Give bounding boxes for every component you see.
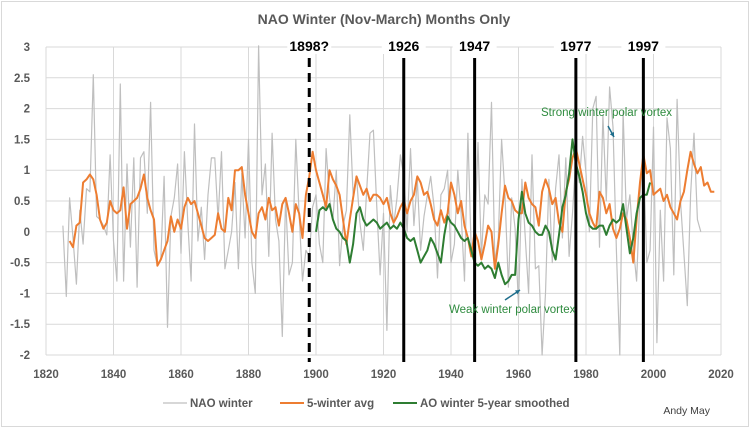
x-tick-label: 1840: [101, 369, 127, 381]
marker-label-bg: [621, 36, 666, 54]
x-tick-label: 1860: [168, 369, 194, 381]
x-tick-label: 1940: [438, 369, 464, 381]
vertical-markers: 1898? 1926 1947 1977 1997: [287, 36, 666, 362]
y-tick-label: 1: [24, 165, 31, 177]
x-axis: 1820 1840 1860 1880 1900 1920 1940 1960 1980 2000…: [33, 369, 734, 381]
annotation-strong-vortex: Strong winter polar vortex: [541, 107, 672, 119]
marker-label: 1898?: [289, 38, 329, 54]
marker-label-bg: [381, 36, 426, 54]
series-layer: [62, 45, 715, 356]
y-tick-label: 2: [24, 104, 30, 116]
x-tick-label: 1960: [506, 369, 532, 381]
marker-label-bg: [452, 36, 497, 54]
x-tick-label: 1880: [236, 369, 262, 381]
legend-label: AO winter 5-year smoothed: [420, 398, 570, 410]
y-tick-label: -0.5: [10, 258, 30, 270]
chart-title: NAO Winter (Nov-March) Months Only: [258, 11, 511, 27]
y-tick-label: 0: [24, 227, 30, 239]
marker-label: 1947: [459, 38, 490, 54]
x-tick-label: 1820: [33, 369, 59, 381]
y-tick-label: -1: [20, 288, 31, 300]
y-tick-label: 1.5: [14, 134, 31, 146]
series-line-nao-winter: [62, 45, 702, 356]
x-tick-label: 1980: [573, 369, 599, 381]
y-tick-label: -1.5: [10, 319, 30, 331]
x-tick-label: 1920: [371, 369, 397, 381]
x-tick-label: 2020: [708, 369, 734, 381]
marker-label-bg: [287, 36, 332, 54]
series-line-ao-winter-5-year-smoothed: [315, 138, 652, 286]
legend-label: 5-winter avg: [307, 398, 374, 410]
annotation-arrowhead-icon: [515, 290, 520, 295]
y-tick-label: 3: [24, 42, 30, 54]
y-tick-label: 2.5: [14, 73, 31, 85]
marker-label: 1926: [388, 38, 419, 54]
annotation-weak-vortex: Weak winter polar vortex: [449, 304, 576, 316]
legend: NAO winter 5-winter avg AO winter 5-year s…: [163, 398, 570, 410]
marker-label: 1997: [628, 38, 659, 54]
x-tick-label: 2000: [641, 369, 667, 381]
y-tick-label: 0.5: [14, 196, 31, 208]
marker-label: 1977: [560, 38, 591, 54]
annotation-arrowhead-icon: [609, 132, 614, 137]
author-credit: Andy May: [663, 405, 710, 417]
grid: [45, 46, 722, 356]
x-tick-label: 1900: [303, 369, 329, 381]
y-axis: 3 2.5 2 1.5 1 0.5 0 -0.5 -1 -1.5 -2: [10, 42, 30, 362]
legend-label: NAO winter: [190, 398, 253, 410]
annotations: Strong winter polar vortex Weak winter po…: [449, 107, 672, 316]
marker-label-bg: [553, 36, 598, 54]
y-tick-label: -2: [20, 350, 30, 362]
series-line-5-winter-avg: [68, 147, 715, 270]
